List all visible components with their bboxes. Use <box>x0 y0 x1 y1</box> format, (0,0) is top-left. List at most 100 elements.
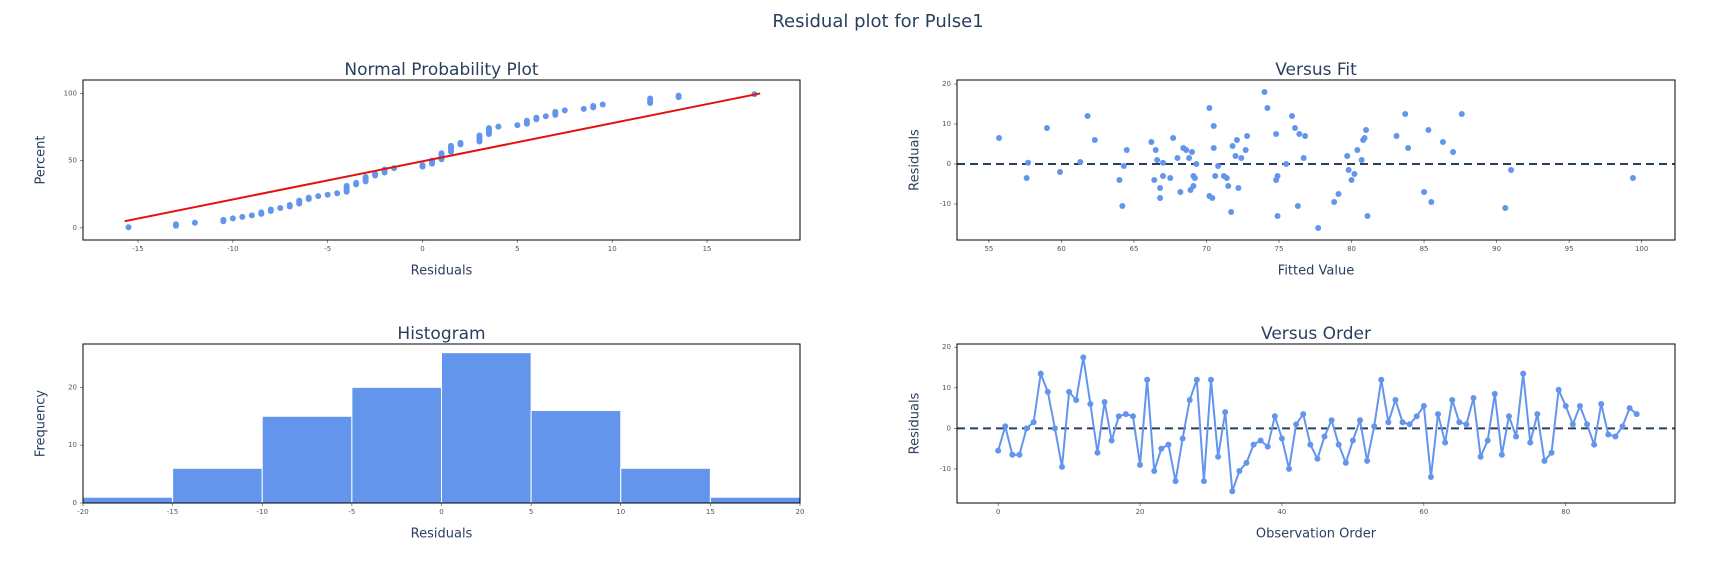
point <box>561 107 568 114</box>
bar <box>709 496 801 504</box>
point <box>1123 147 1130 153</box>
point <box>1315 225 1322 231</box>
point <box>1264 443 1271 450</box>
point <box>523 117 530 124</box>
point <box>1413 413 1420 420</box>
point <box>1172 478 1179 485</box>
point <box>1371 423 1378 430</box>
point <box>1257 437 1264 444</box>
point <box>1331 199 1338 205</box>
point <box>419 162 426 169</box>
point <box>1345 167 1352 173</box>
fit-line <box>124 92 761 223</box>
point <box>1405 145 1412 151</box>
point <box>1154 157 1161 163</box>
point <box>1591 441 1598 448</box>
point <box>1534 411 1541 418</box>
point <box>1300 155 1307 161</box>
point <box>1264 105 1271 111</box>
x-tick-label: 100 <box>1635 245 1648 253</box>
point <box>590 102 597 109</box>
point <box>305 194 312 201</box>
point <box>1233 137 1240 143</box>
point <box>1406 421 1413 428</box>
point <box>1222 409 1229 416</box>
point <box>1584 421 1591 428</box>
figure-title: Residual plot for Pulse1 <box>772 11 983 32</box>
x-tick-label: 80 <box>1347 245 1356 253</box>
x-tick-label: 85 <box>1420 245 1429 253</box>
point <box>1250 441 1257 448</box>
point <box>1137 461 1144 468</box>
point <box>1278 435 1285 442</box>
point <box>1456 419 1463 426</box>
point <box>1186 155 1193 161</box>
point <box>1174 155 1181 161</box>
point <box>1120 163 1127 169</box>
point <box>1177 189 1184 195</box>
point <box>1151 467 1158 474</box>
plot-frame <box>82 79 801 241</box>
point <box>1243 459 1250 466</box>
x-tick-label: 0 <box>439 508 443 516</box>
point <box>324 191 331 198</box>
point <box>1302 133 1309 139</box>
point <box>315 193 322 200</box>
x-tick-label: 0 <box>996 508 1000 516</box>
point <box>1354 147 1361 153</box>
y-tick-label: 0 <box>947 424 951 432</box>
point <box>1548 449 1555 456</box>
point <box>334 190 341 197</box>
point <box>1056 169 1063 175</box>
plot-frame <box>956 79 1676 241</box>
point <box>1421 189 1428 195</box>
point <box>1425 127 1432 133</box>
point <box>1399 419 1406 426</box>
point <box>1300 411 1307 418</box>
point <box>1115 413 1122 420</box>
panel-title: Versus Order <box>1261 324 1371 344</box>
point <box>258 209 265 216</box>
x-axis-label: Residuals <box>411 264 473 279</box>
point <box>1094 449 1101 456</box>
point <box>1555 386 1562 393</box>
point <box>1158 445 1165 452</box>
point <box>996 135 1003 141</box>
point <box>599 101 606 108</box>
x-tick-label: 15 <box>703 245 712 253</box>
point <box>1612 433 1619 440</box>
y-tick-label: -10 <box>940 465 951 473</box>
y-axis-label: Residuals <box>908 129 923 191</box>
point <box>1193 376 1200 383</box>
point <box>1293 421 1300 428</box>
point <box>1261 89 1268 95</box>
point <box>1420 403 1427 410</box>
point <box>1427 474 1434 481</box>
x-tick-label: 80 <box>1561 508 1570 516</box>
point <box>1470 394 1477 401</box>
point <box>1449 396 1456 403</box>
point <box>1361 135 1368 141</box>
point <box>1210 123 1217 129</box>
point <box>1344 153 1351 159</box>
point <box>1392 396 1399 403</box>
point <box>1212 173 1219 179</box>
point <box>1228 209 1235 215</box>
point <box>1025 159 1032 166</box>
point <box>1023 425 1030 432</box>
point <box>552 108 559 115</box>
point <box>447 142 454 149</box>
point <box>1619 423 1626 430</box>
x-tick-label: 60 <box>1057 245 1066 253</box>
y-tick-label: -10 <box>940 200 951 208</box>
point <box>1435 411 1442 418</box>
point <box>1119 203 1126 209</box>
point <box>1236 467 1243 474</box>
bar <box>261 415 353 504</box>
point <box>239 213 246 220</box>
point <box>1209 195 1216 201</box>
point <box>1502 205 1509 211</box>
x-tick-label: 60 <box>1419 508 1428 516</box>
point <box>1273 131 1280 137</box>
x-tick-label: -15 <box>167 508 178 516</box>
